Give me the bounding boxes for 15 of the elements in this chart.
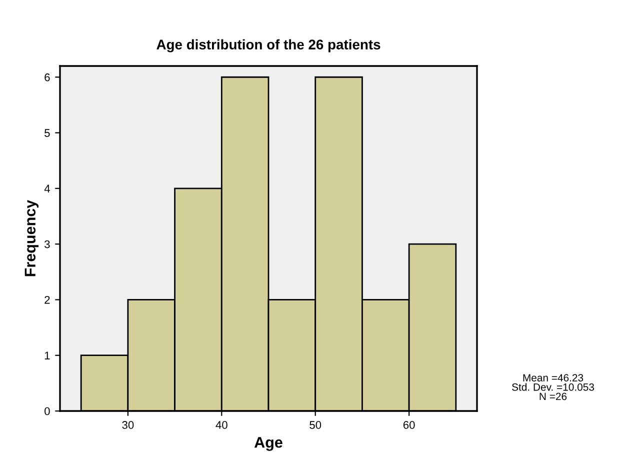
y-axis-title: Frequency xyxy=(24,200,39,276)
x-tick-label: 30 xyxy=(122,421,134,429)
x-tick-label: 60 xyxy=(403,421,415,429)
text: Mean =46.23 Std. Dev. =10.053 N =26 xyxy=(512,374,594,400)
y-tick-label: 1 xyxy=(44,352,50,360)
y-tick-label: 4 xyxy=(44,184,50,192)
y-tick-label: 5 xyxy=(44,129,50,137)
x-axis-title: Age xyxy=(254,437,282,451)
y-tick-label: 3 xyxy=(44,240,50,248)
y-tick-label: 0 xyxy=(44,407,50,416)
x-tick-label: 50 xyxy=(310,421,322,429)
x-tick-label: 40 xyxy=(216,421,228,429)
y-tick-label: 2 xyxy=(44,296,50,304)
y-tick-label: 6 xyxy=(44,73,50,82)
chart-title: Age distribution of the 26 patients xyxy=(156,39,380,52)
